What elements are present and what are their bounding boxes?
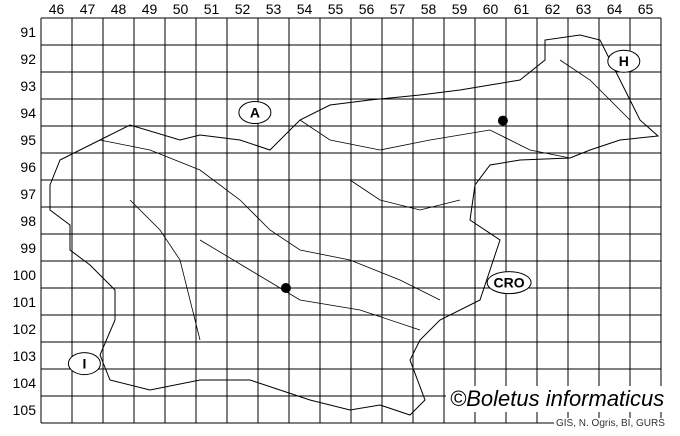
- record-dot: [497, 115, 508, 126]
- country-label: CRO: [494, 275, 525, 291]
- row-label: 92: [20, 51, 36, 67]
- column-label: 52: [235, 1, 251, 17]
- column-label: 60: [483, 1, 499, 17]
- country-label-ellipse: [486, 271, 532, 295]
- column-label: 64: [607, 1, 623, 17]
- row-label: 100: [13, 267, 37, 283]
- grid: [40, 17, 662, 424]
- column-label: 65: [638, 1, 654, 17]
- country-label-ellipse: [238, 101, 272, 124]
- row-label: 104: [13, 375, 37, 391]
- row-label: 91: [20, 24, 36, 40]
- column-label: 55: [328, 1, 344, 17]
- column-label: 51: [204, 1, 220, 17]
- row-label: 105: [13, 402, 37, 418]
- country-label: A: [250, 105, 260, 121]
- source-text: GIS, N. Ogris, BI, GURS: [554, 418, 667, 429]
- column-label: 46: [49, 1, 65, 17]
- column-label: 48: [111, 1, 127, 17]
- row-label: 101: [13, 294, 37, 310]
- column-label: 53: [266, 1, 282, 17]
- column-label: 59: [452, 1, 468, 17]
- column-label: 50: [173, 1, 189, 17]
- column-label: 49: [142, 1, 158, 17]
- row-label: 93: [20, 78, 36, 94]
- credit-text: ©Boletus informaticus: [446, 386, 669, 412]
- column-label: 57: [390, 1, 406, 17]
- row-label: 94: [20, 105, 36, 121]
- column-label: 47: [80, 1, 96, 17]
- country-label-ellipse: [607, 49, 641, 73]
- country-label: I: [82, 356, 86, 372]
- column-label: 54: [297, 1, 313, 17]
- country-label: H: [619, 53, 629, 69]
- rivers: [99, 59, 631, 341]
- row-label: 97: [20, 186, 36, 202]
- country-label-ellipse: [67, 352, 101, 376]
- row-label: 99: [20, 240, 36, 256]
- column-label: 62: [545, 1, 561, 17]
- row-label: 95: [20, 132, 36, 148]
- column-label: 56: [359, 1, 375, 17]
- row-label: 98: [20, 213, 36, 229]
- column-label: 63: [576, 1, 592, 17]
- row-label: 102: [13, 321, 37, 337]
- column-label: 61: [514, 1, 530, 17]
- column-label: 58: [421, 1, 437, 17]
- row-label: 103: [13, 348, 37, 364]
- row-label: 96: [20, 159, 36, 175]
- country-border: [49, 34, 660, 416]
- record-dot: [280, 283, 291, 293]
